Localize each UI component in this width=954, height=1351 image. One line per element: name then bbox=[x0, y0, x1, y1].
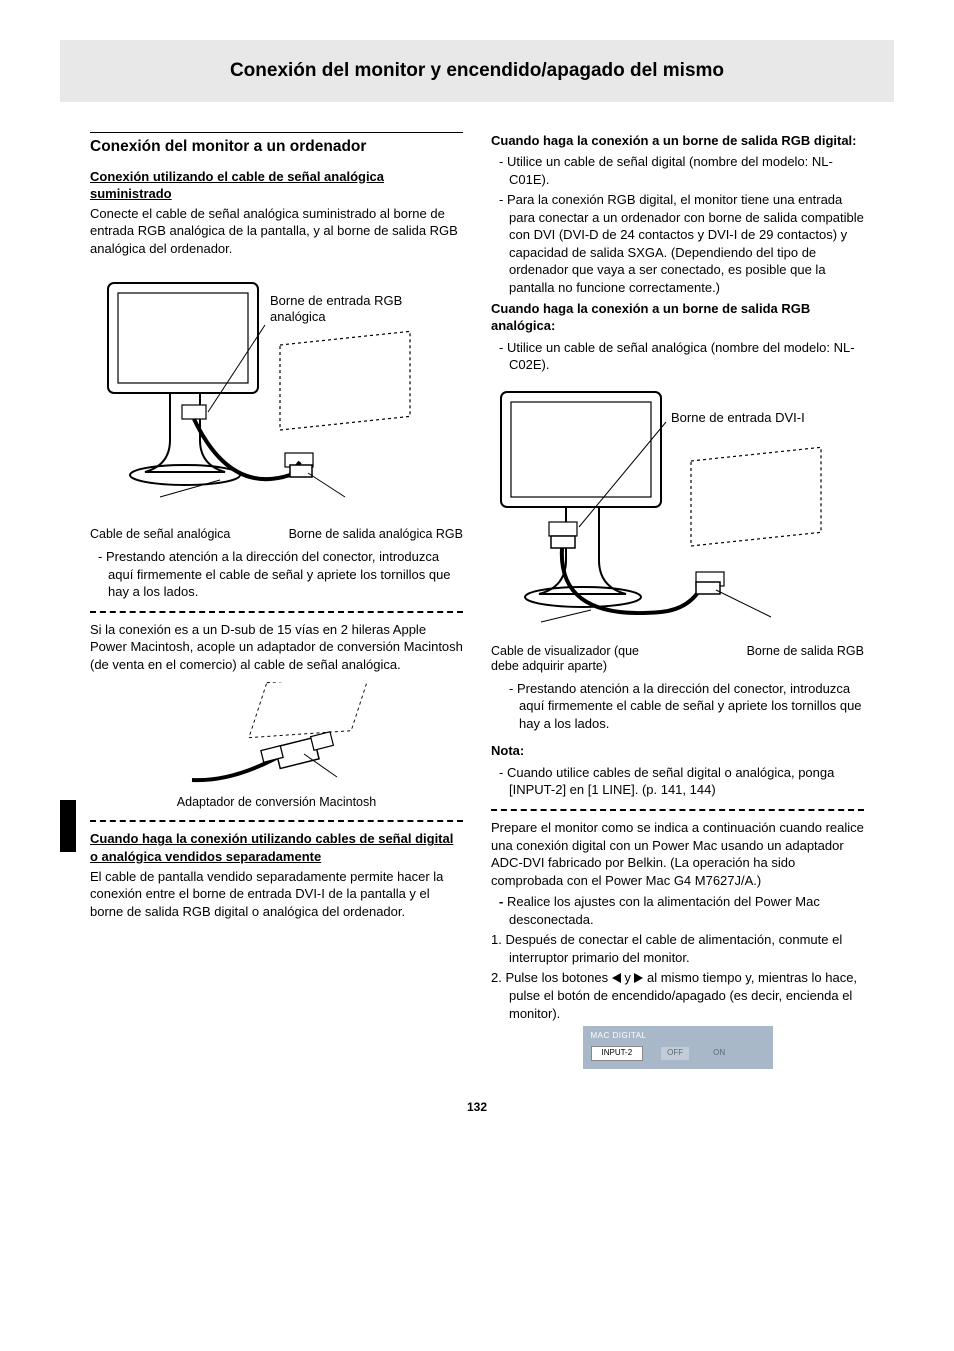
fig1-label-cable: Cable de señal analógica bbox=[90, 527, 230, 542]
fig3-label-output: Borne de salida RGB bbox=[747, 644, 864, 674]
bullet-mac-poweroff: - Realice los ajustes con la alimentació… bbox=[491, 893, 864, 928]
mac-digital-title: MAC DIGITAL bbox=[591, 1031, 765, 1042]
figure-monitor-dvi: Borne de entrada DVI-I Cable de visualiz… bbox=[491, 382, 864, 674]
dashed-separator bbox=[90, 611, 463, 613]
fig2-caption: Adaptador de conversión Macintosh bbox=[90, 794, 463, 811]
para-dsub-mac: Si la conexión es a un D-sub de 15 vías … bbox=[90, 621, 463, 674]
triangle-left-icon bbox=[612, 973, 621, 983]
page: Conexión del monitor y encendido/apagado… bbox=[0, 40, 954, 1115]
step-2: 2. Pulse los botones y al mismo tiempo y… bbox=[491, 969, 864, 1022]
bullet-digital-desc: - Para la conexión RGB digital, el monit… bbox=[491, 191, 864, 296]
page-number: 132 bbox=[0, 1099, 954, 1115]
para-analog-cable: Conecte el cable de señal analógica sumi… bbox=[90, 205, 463, 258]
figure-monitor-analog: Borne de entrada RGB analógica Cable de … bbox=[90, 265, 463, 542]
section-heading: Conexión del monitor a un ordenador bbox=[90, 132, 463, 158]
right-column: Cuando haga la conexión a un borne de sa… bbox=[491, 132, 864, 1069]
mac-digital-panel: MAC DIGITAL INPUT-2 OFF ON bbox=[583, 1026, 773, 1069]
bullet-connector-direction-2: - Prestando atención a la dirección del … bbox=[491, 680, 864, 733]
mac-adapter-diagram bbox=[162, 682, 392, 792]
subheading-separate-cables: Cuando haga la conexión utilizando cable… bbox=[90, 830, 463, 865]
page-title-bar: Conexión del monitor y encendido/apagado… bbox=[60, 40, 894, 102]
content-columns: Conexión del monitor a un ordenador Cone… bbox=[0, 132, 954, 1069]
mac-on-option: ON bbox=[707, 1047, 731, 1060]
step-1: 1. Después de conectar el cable de alime… bbox=[491, 931, 864, 966]
dashed-separator-3 bbox=[491, 809, 864, 811]
nota-bullet: - Cuando utilice cables de señal digital… bbox=[491, 764, 864, 799]
heading-analog-rgb: Cuando haga la conexión a un borne de sa… bbox=[491, 300, 864, 335]
fig1-top-label-line2: analógica bbox=[270, 309, 326, 324]
mac-input-label: INPUT-2 bbox=[591, 1046, 644, 1061]
para-mac-prepare: Prepare el monitor como se indica a cont… bbox=[491, 819, 864, 889]
fig1-bottom-labels: Cable de señal analógica Borne de salida… bbox=[90, 527, 463, 542]
bullet-connector-direction: - Prestando atención a la dirección del … bbox=[90, 548, 463, 601]
monitor-analog-diagram: Borne de entrada RGB analógica bbox=[90, 265, 430, 525]
fig3-bottom-labels: Cable de visualizador (que debe adquirir… bbox=[491, 644, 864, 674]
bullet-analog-cable-model: - Utilice un cable de señal analógica (n… bbox=[491, 339, 864, 374]
mac-digital-row: INPUT-2 OFF ON bbox=[591, 1046, 765, 1061]
heading-digital-rgb: Cuando haga la conexión a un borne de sa… bbox=[491, 132, 864, 150]
fig1-top-label-line1: Borne de entrada RGB bbox=[270, 293, 402, 308]
dashed-separator-2 bbox=[90, 820, 463, 822]
left-column: Conexión del monitor a un ordenador Cone… bbox=[90, 132, 463, 1069]
nota-label: Nota: bbox=[491, 742, 864, 760]
monitor-dvi-diagram: Borne de entrada DVI-I bbox=[491, 382, 841, 642]
fig1-label-output: Borne de salida analógica RGB bbox=[289, 527, 463, 542]
figure-mac-adapter: Adaptador de conversión Macintosh bbox=[90, 682, 463, 811]
para-separate-cables: El cable de pantalla vendido separadamen… bbox=[90, 868, 463, 921]
page-title: Conexión del monitor y encendido/apagado… bbox=[70, 58, 884, 84]
mac-off-option: OFF bbox=[661, 1047, 689, 1060]
subheading-analog-cable: Conexión utilizando el cable de señal an… bbox=[90, 168, 463, 203]
side-tab-marker bbox=[60, 800, 76, 852]
bullet-digital-cable: - Utilice un cable de señal digital (nom… bbox=[491, 153, 864, 188]
fig3-label-cable: Cable de visualizador (que debe adquirir… bbox=[491, 644, 670, 674]
svg-text:Borne de entrada DVI-I: Borne de entrada DVI-I bbox=[671, 410, 805, 425]
